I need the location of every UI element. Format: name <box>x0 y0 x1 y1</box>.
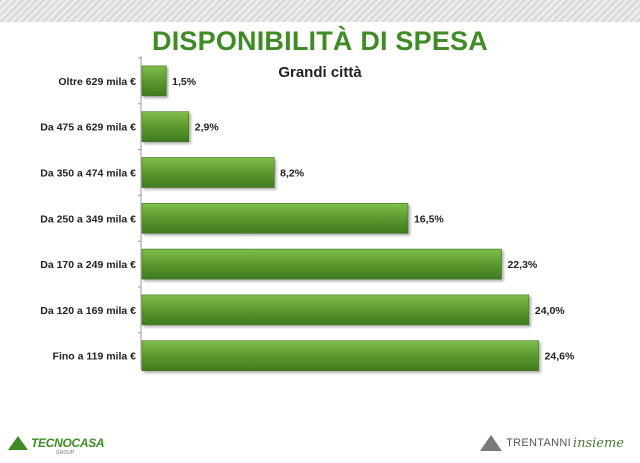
bar <box>141 294 530 326</box>
value-label: 24,0% <box>535 305 565 317</box>
house-icon <box>8 436 28 450</box>
category-label: Da 475 a 629 mila € <box>40 122 136 134</box>
bar <box>141 157 275 188</box>
bar <box>141 65 167 97</box>
tecnocasa-group-text: GROUP <box>56 450 75 456</box>
category-label: Da 350 a 474 mila € <box>40 168 136 180</box>
category-label: Oltre 629 mila € <box>58 76 136 88</box>
value-label: 8,2% <box>280 168 305 180</box>
value-label: 16,5% <box>414 213 444 225</box>
house-outline-icon <box>480 435 503 451</box>
insieme-text: insieme <box>572 435 624 451</box>
bar <box>141 340 539 372</box>
chart-subtitle: Grandi città <box>278 64 362 81</box>
chart-title: DISPONIBILITÀ DI SPESA <box>152 26 488 56</box>
top-decorative-band <box>0 0 640 22</box>
category-label: Da 250 a 349 mila € <box>40 213 136 225</box>
category-label: Da 170 a 249 mila € <box>40 259 136 271</box>
tecnocasa-logo-text: TECNOCASA <box>31 436 105 450</box>
bar <box>141 111 190 142</box>
bar <box>141 248 502 280</box>
value-label: 24,6% <box>545 351 575 363</box>
tecnocasa-logo: TECNOCASA GROUP <box>8 430 105 456</box>
trentanni-insieme-logo: TRENTANNI insieme <box>480 430 624 456</box>
category-label: Da 120 a 169 mila € <box>40 305 136 317</box>
value-label: 2,9% <box>195 122 220 134</box>
bar <box>141 203 409 234</box>
trentanni-text: TRENTANNI <box>506 437 571 449</box>
category-label: Fino a 119 mila € <box>53 351 137 363</box>
value-label: 22,3% <box>507 259 537 271</box>
value-label: 1,5% <box>172 76 197 88</box>
